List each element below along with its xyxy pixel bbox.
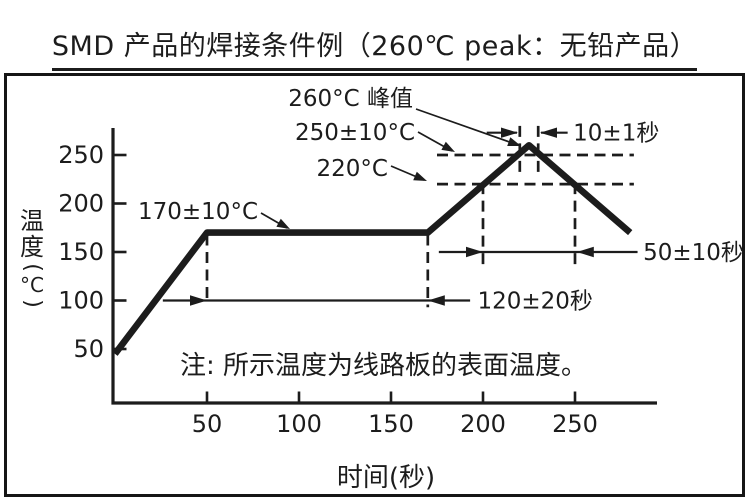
- y-axis-title-char: 度: [20, 233, 44, 262]
- x-tick-label-100: 100: [276, 410, 322, 438]
- y-axis-title-char: 温: [20, 207, 44, 235]
- annotation-peak: 260°C 峰值: [288, 86, 413, 112]
- x-tick-label-50: 50: [192, 410, 223, 438]
- dim-arrow-right-peak_time: [501, 127, 518, 138]
- y-unit-degc: °C: [20, 272, 44, 297]
- dim-arrow-left-peak_time: [540, 127, 557, 138]
- y-tick-label-50: 50: [73, 335, 104, 363]
- axes: [111, 128, 657, 405]
- y-axis-title: 温度(°C): [12, 208, 52, 310]
- y-unit-paren: ): [19, 298, 45, 308]
- dim-label-peak_time: 10±1秒: [573, 121, 659, 147]
- x-axis-title-text: 时间(秒): [337, 463, 435, 493]
- y-tick-label-250: 250: [58, 141, 104, 169]
- dim-arrow-right-above220_time: [466, 246, 483, 258]
- chart-frame: [4, 73, 745, 497]
- dim-label-preheat_time: 120±20秒: [477, 289, 592, 315]
- leader-arrow-peak_range: [441, 141, 455, 152]
- leader-line-peak: [415, 108, 519, 146]
- y-unit-paren: (: [19, 262, 45, 272]
- temperature-curve: [112, 142, 633, 356]
- figure-title-text: SMD 产品的焊接条件例（260℃ peak：无铅产品）: [51, 24, 698, 71]
- leader-arrow-threshold: [413, 171, 427, 181]
- x-tick-label-250: 250: [552, 410, 598, 438]
- y-tick-label-100: 100: [58, 287, 104, 315]
- leader-arrow-peak: [507, 137, 521, 146]
- annotation-threshold: 220°C: [317, 156, 388, 182]
- annotation-peak_range: 250±10°C: [295, 120, 415, 146]
- leader-arrow-preheat: [276, 218, 290, 229]
- x-tick-label-150: 150: [368, 410, 414, 438]
- annotation-preheat: 170±10°C: [138, 199, 258, 225]
- figure-title: SMD 产品的焊接条件例（260℃ peak：无铅产品）: [0, 24, 749, 71]
- y-tick-label-150: 150: [58, 238, 104, 266]
- note-text: 注: 所示温度为线路板的表面温度。: [180, 351, 587, 381]
- x-tick-label-200: 200: [460, 410, 506, 438]
- dim-arrow-left-above220_time: [576, 246, 594, 258]
- dim-label-above220_time: 50±10秒: [643, 240, 744, 266]
- dim-arrow-right-preheat_time: [190, 295, 207, 306]
- y-tick-label-200: 200: [58, 190, 104, 218]
- dim-arrow-left-preheat_time: [427, 295, 445, 306]
